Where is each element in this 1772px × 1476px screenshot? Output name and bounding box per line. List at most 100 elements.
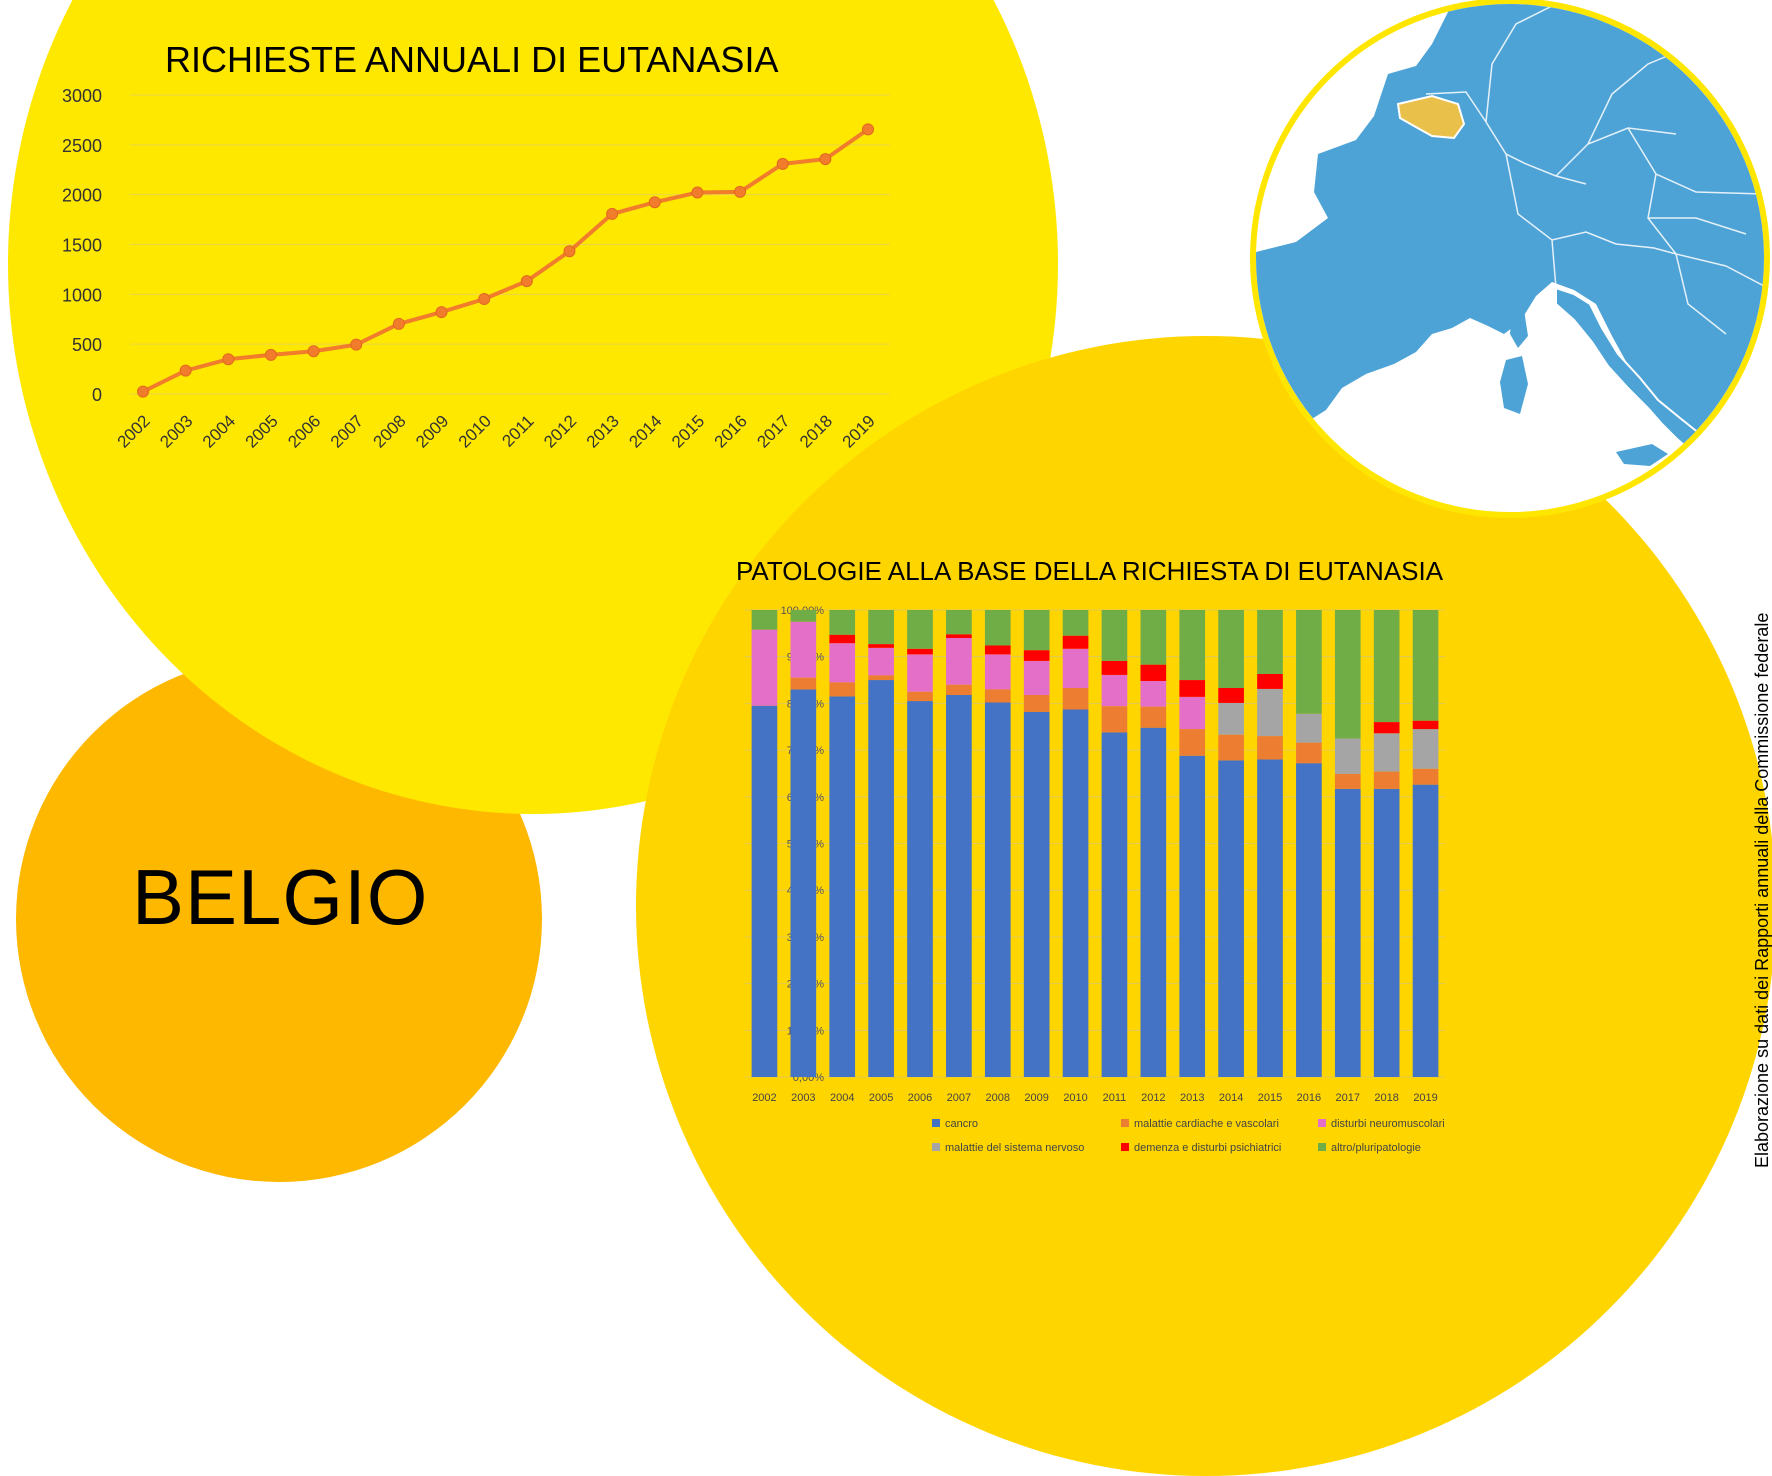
line-y-tick-label: 0 [92, 385, 102, 405]
bar-segment [1296, 610, 1322, 714]
map-sardinia [1500, 356, 1528, 414]
bar-chart-stacks [751, 610, 1439, 1077]
line-y-tick-label: 1000 [62, 285, 102, 305]
bar-x-tick-label: 2011 [1103, 1092, 1127, 1104]
bar-segment [907, 701, 933, 1077]
source-note: Elaborazione su dati dei Rapporti annual… [1752, 612, 1772, 1168]
bar-segment [1062, 687, 1089, 710]
legend-swatch [932, 1119, 940, 1127]
bar-x-tick-label: 2018 [1374, 1092, 1398, 1104]
bar-segment [1412, 610, 1439, 721]
bar-x-tick-label: 2002 [752, 1092, 776, 1104]
legend-label: cancro [945, 1118, 978, 1130]
bar-segment [1412, 768, 1439, 785]
bar-segment [907, 654, 933, 692]
line-chart-title: RICHIESTE ANNUALI DI EUTANASIA [165, 39, 778, 80]
bar-x-tick-label: 2003 [791, 1092, 815, 1104]
bar-segment [1296, 763, 1322, 1077]
line-data-point [392, 317, 405, 330]
bar-segment [1023, 694, 1050, 712]
map-italy [1555, 286, 1710, 454]
bar-x-tick-label: 2008 [986, 1092, 1010, 1104]
bar-segment [1101, 660, 1128, 675]
bar-segment [1140, 727, 1167, 1077]
bar-segment [868, 644, 894, 648]
bar-segment [829, 643, 856, 683]
map-belgium [1396, 94, 1466, 140]
bar-x-tick-label: 2014 [1219, 1092, 1243, 1104]
bar-segment [1179, 680, 1206, 697]
bar-segment [1218, 760, 1244, 1077]
bar-segment [790, 677, 817, 690]
line-chart-y-axis: 0 500 1000 1500 2000 2500 3000 [62, 86, 102, 405]
line-chart-points [137, 123, 874, 398]
bar-segment [984, 702, 1011, 1077]
legend-label: malattie del sistema nervoso [945, 1142, 1084, 1154]
bar-segment [1257, 759, 1283, 1077]
bar-segment [1334, 773, 1361, 789]
bar-chart-title: PATOLOGIE ALLA BASE DELLA RICHIESTA DI E… [736, 556, 1444, 586]
bar-segment [1023, 711, 1050, 1077]
line-chart-grid [130, 94, 890, 395]
legend-swatch [1121, 1143, 1129, 1151]
bar-segment [1296, 742, 1322, 764]
bar-segment [1023, 610, 1050, 651]
bar-segment [1334, 788, 1361, 1077]
line-chart: RICHIESTE ANNUALI DI EUTANASIA 0 500 1000 1… [62, 39, 890, 452]
bar-segment [984, 610, 1011, 646]
line-data-point [179, 364, 192, 377]
bar-chart-grid [745, 609, 1445, 1078]
bar-segment [1373, 788, 1400, 1077]
line-data-point [563, 245, 576, 258]
bar-segment [1296, 713, 1322, 743]
bar-segment [1373, 610, 1400, 723]
bar-segment [984, 689, 1011, 703]
line-y-tick-label: 2000 [62, 186, 102, 206]
bar-x-tick-label: 2017 [1336, 1092, 1360, 1104]
bar-segment [868, 680, 894, 1077]
bar-x-tick-label: 2006 [908, 1092, 932, 1104]
bar-segment [1334, 738, 1361, 774]
legend-swatch [932, 1143, 940, 1151]
stacked-bar-chart: PATOLOGIE ALLA BASE DELLA RICHIESTA DI E… [736, 556, 1445, 1154]
line-data-point [776, 157, 789, 170]
line-data-point [478, 293, 491, 306]
bar-segment [790, 689, 817, 1077]
bar-segment [1179, 729, 1206, 756]
legend-swatch [1121, 1119, 1129, 1127]
line-y-tick-label: 2500 [62, 136, 102, 156]
bar-segment [1257, 610, 1283, 674]
line-data-point [648, 196, 661, 209]
line-y-tick-label: 3000 [62, 86, 102, 106]
bar-x-tick-label: 2007 [947, 1092, 971, 1104]
bar-segment [946, 634, 972, 639]
bar-segment [1334, 610, 1361, 739]
line-data-point [691, 186, 704, 199]
map-sicily [1616, 444, 1668, 466]
bar-segment [984, 645, 1011, 655]
bar-segment [907, 691, 933, 702]
bar-segment [868, 647, 894, 676]
line-y-tick-label: 500 [72, 335, 102, 355]
line-data-point [734, 185, 747, 198]
bar-segment [1023, 650, 1050, 661]
bar-segment [946, 694, 972, 1077]
line-data-point [350, 338, 363, 351]
bar-segment [829, 696, 856, 1077]
bar-segment [1412, 720, 1439, 730]
country-label: BELGIO [132, 853, 429, 941]
bar-segment [1218, 702, 1244, 735]
legend-label: disturbi neuromuscolari [1331, 1118, 1445, 1130]
bar-chart-x-axis: 2002 2003 2004 2005 2006 2007 2008 2009 2010 2011… [752, 1092, 1438, 1104]
bar-x-tick-label: 2012 [1141, 1092, 1165, 1104]
line-data-point [819, 153, 832, 166]
legend-label: altro/pluripatologie [1331, 1142, 1421, 1154]
legend-swatch [1318, 1119, 1326, 1127]
bar-segment [907, 610, 933, 649]
legend-swatch [1318, 1143, 1326, 1151]
line-data-point [606, 207, 619, 220]
bar-segment [1140, 680, 1167, 707]
bar-segment [868, 610, 894, 645]
bar-segment [1373, 733, 1400, 772]
bar-segment [1062, 648, 1089, 688]
